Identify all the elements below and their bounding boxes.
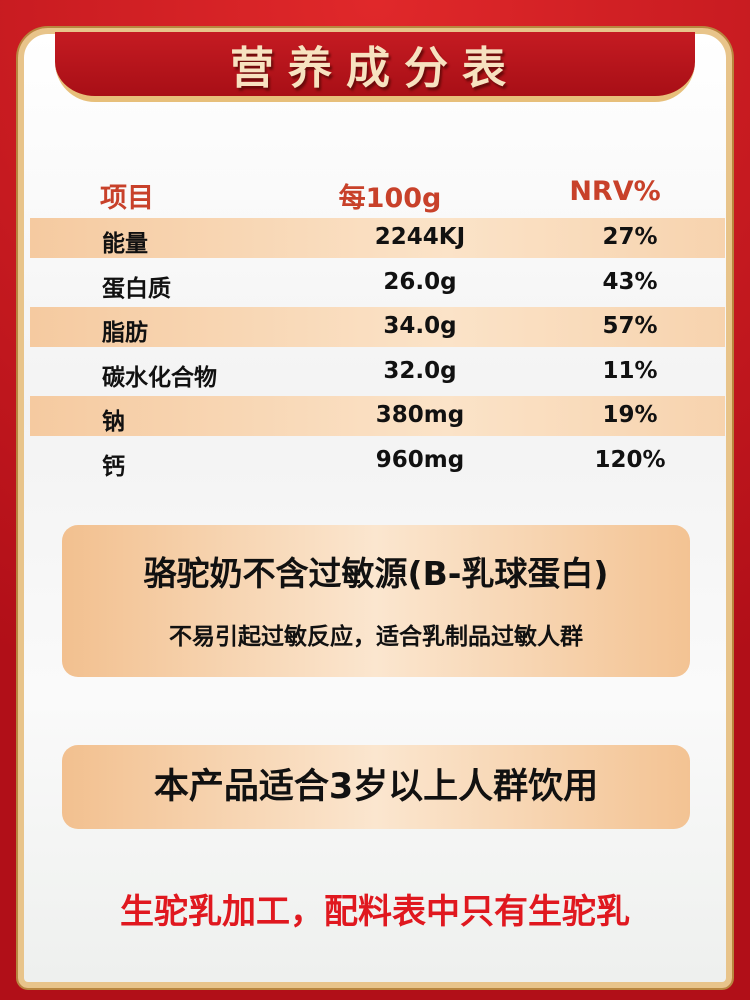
cell-per100g: 380mg [375,402,465,428]
header-item: 项目 [100,183,154,214]
cell-item: 能量 [102,231,148,257]
cell-item: 脂肪 [102,320,148,346]
allergen-line2: 不易引起过敏反应，适合乳制品过敏人群 [169,624,583,650]
allergen-line1: 骆驼奶不含过敏源(B-乳球蛋白) [143,554,609,593]
cell-nrv: 57% [602,313,658,339]
cell-per100g: 32.0g [383,357,457,384]
header-nrv: NRV% [569,176,661,207]
table-row: 蛋白质 26.0g 43% [30,263,725,303]
allergen-box: 骆驼奶不含过敏源(B-乳球蛋白) 不易引起过敏反应，适合乳制品过敏人群 [62,525,690,677]
title-banner: 营养成分表 [55,32,695,102]
table-row: 脂肪 34.0g 57% [30,307,725,347]
cell-per100g: 34.0g [383,313,457,339]
table-header: 项目 每100g NRV% [0,176,750,214]
table-row: 碳水化合物 32.0g 11% [30,352,725,392]
cell-item: 钙 [102,453,125,480]
cell-item: 蛋白质 [102,275,171,302]
cell-per100g: 2244KJ [374,224,466,250]
table-row: 钠 380mg 19% [30,396,725,436]
cell-nrv: 43% [602,268,658,295]
age-note-box: 本产品适合3岁以上人群饮用 [62,745,690,829]
header-per100g: 每100g [338,183,442,214]
cell-nrv: 11% [602,357,658,384]
cell-nrv: 19% [602,402,658,428]
page-title: 营养成分表 [230,43,520,94]
cell-nrv: 27% [602,224,658,250]
table-row: 钙 960mg 120% [30,441,725,481]
cell-nrv: 120% [594,446,666,473]
cell-per100g: 26.0g [383,268,457,295]
table-row: 能量 2244KJ 27% [30,218,725,258]
cell-per100g: 960mg [375,446,465,473]
content-card [18,28,732,988]
cell-item: 钠 [102,409,125,435]
age-note: 本产品适合3岁以上人群饮用 [153,767,599,807]
footer-text: 生驼乳加工，配料表中只有生驼乳 [120,892,630,932]
cell-item: 碳水化合物 [102,364,217,391]
